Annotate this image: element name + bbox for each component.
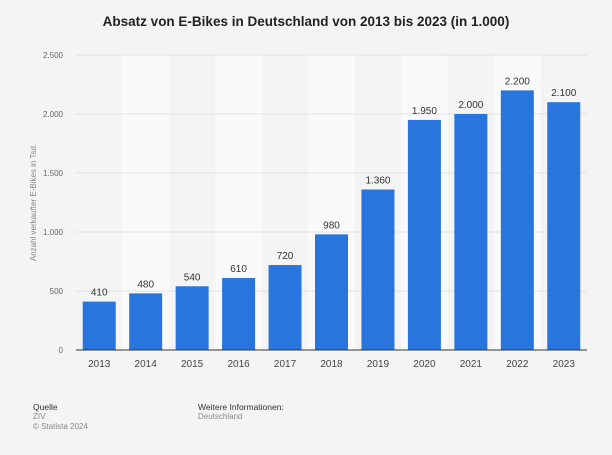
info-block: Weitere Informationen: Deutschland	[198, 402, 284, 422]
source-text: ZIV	[33, 412, 46, 421]
bar-2014	[129, 293, 163, 350]
x-tick-label: 2022	[506, 359, 529, 370]
x-tick-label: 2014	[135, 359, 158, 370]
y-tick-label: 1.000	[43, 228, 64, 237]
info-heading: Weitere Informationen:	[198, 402, 284, 412]
data-label: 720	[277, 251, 294, 262]
x-tick-label: 2019	[367, 359, 390, 370]
data-label: 2.200	[505, 76, 530, 87]
bar-2013	[82, 301, 116, 350]
data-label: 480	[137, 279, 154, 290]
bar-2021	[454, 114, 488, 350]
bar-2016	[222, 278, 256, 350]
bar-2020	[407, 119, 441, 351]
chart-title: Absatz von E-Bikes in Deutschland von 20…	[102, 14, 510, 29]
copyright: © Statista 2024	[33, 422, 88, 431]
data-label: 1.950	[412, 106, 437, 117]
x-tick-label: 2015	[181, 359, 204, 370]
data-label: 610	[230, 264, 247, 275]
bar-2015	[175, 286, 209, 350]
x-tick-label: 2017	[274, 359, 297, 370]
x-tick-label: 2023	[553, 359, 576, 370]
y-tick-label: 2.500	[43, 51, 64, 60]
bar-2022	[500, 90, 534, 351]
info-text: Deutschland	[198, 412, 243, 421]
y-tick-label: 1.500	[43, 169, 64, 178]
bar-2017	[268, 265, 302, 350]
x-tick-label: 2021	[460, 359, 483, 370]
y-tick-label: 500	[50, 287, 64, 296]
x-tick-label: 2013	[88, 359, 111, 370]
source-block: Quelle ZIV © Statista 2024	[33, 402, 88, 432]
source-heading: Quelle	[33, 402, 58, 412]
x-tick-label: 2016	[227, 359, 250, 370]
data-label: 2.000	[458, 100, 483, 111]
data-label: 2.100	[551, 88, 576, 99]
bar-2023	[547, 102, 581, 350]
data-label: 980	[323, 220, 340, 231]
y-tick-label: 0	[59, 346, 64, 355]
y-axis-label: Anzahl verkaufter E-Bikes in Tsd.	[29, 144, 38, 261]
x-tick-label: 2020	[413, 359, 436, 370]
data-label: 1.360	[365, 176, 390, 187]
bar-chart: 0 500 1.000 1.500 2.000 2.500 Anzahl verkaufte…	[29, 51, 587, 370]
data-label: 410	[91, 288, 108, 299]
x-tick-label: 2018	[320, 359, 343, 370]
bar-2018	[315, 234, 348, 350]
data-label: 540	[184, 272, 201, 283]
y-tick-label: 2.000	[43, 110, 64, 119]
bar-2019	[361, 189, 395, 350]
